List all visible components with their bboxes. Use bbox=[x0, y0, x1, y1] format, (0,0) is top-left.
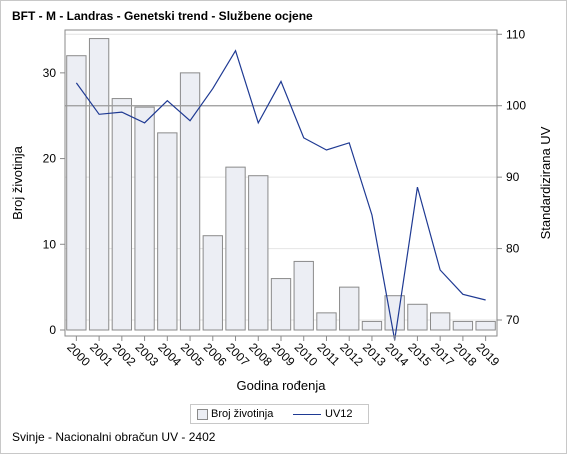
y-tick-label-0: 0 bbox=[49, 323, 56, 337]
bar-2008 bbox=[248, 175, 269, 331]
y2-tick-label-90: 90 bbox=[506, 170, 520, 184]
bar-2013 bbox=[361, 320, 383, 331]
x-tick-label-2004: 2004 bbox=[155, 340, 184, 369]
y2-tick-label-100: 100 bbox=[506, 99, 526, 113]
x-tick-label-2014: 2014 bbox=[383, 340, 412, 369]
bar-2018 bbox=[452, 320, 474, 331]
legend-bar-label: Broj životinja bbox=[211, 408, 274, 420]
bar-2004 bbox=[157, 132, 178, 331]
bar-2015 bbox=[407, 303, 428, 331]
x-tick-label-2007: 2007 bbox=[223, 340, 252, 369]
y-axis-label: Broj životinja bbox=[10, 145, 25, 219]
y2-axis-label: Standardizirana UV bbox=[538, 126, 553, 239]
x-tick-label-2006: 2006 bbox=[201, 340, 230, 369]
x-tick-label-2012: 2012 bbox=[337, 340, 366, 369]
legend-bar-swatch bbox=[197, 409, 208, 420]
bar-2019 bbox=[475, 320, 496, 331]
x-axis-ticks: 2000200120022003200420052006200720082009… bbox=[64, 336, 503, 369]
bar-2000 bbox=[66, 55, 87, 331]
x-tick-label-2001: 2001 bbox=[87, 340, 116, 369]
x-tick-label-2018: 2018 bbox=[451, 340, 480, 369]
bar-2005 bbox=[179, 72, 201, 331]
x-tick-label-2000: 2000 bbox=[64, 340, 93, 369]
y2-tick-label-80: 80 bbox=[506, 242, 520, 256]
x-tick-label-2019: 2019 bbox=[474, 340, 503, 369]
right-axis-ticks: 70 80 90 100 110 bbox=[497, 27, 526, 327]
line-series bbox=[75, 49, 486, 341]
x-tick-label-2009: 2009 bbox=[269, 340, 298, 369]
bar-2009 bbox=[270, 278, 292, 331]
x-tick-label-2008: 2008 bbox=[246, 340, 275, 369]
bar-2011 bbox=[316, 312, 337, 331]
legend: Broj životinja UV12 bbox=[190, 404, 369, 424]
y-tick-label-10: 10 bbox=[43, 237, 57, 251]
x-tick-label-2005: 2005 bbox=[178, 340, 207, 369]
x-tick-label-2011: 2011 bbox=[314, 340, 342, 368]
y-tick-label-30: 30 bbox=[43, 66, 57, 80]
bar-2001 bbox=[88, 38, 110, 331]
bar-series bbox=[66, 38, 496, 331]
legend-line-swatch bbox=[293, 414, 321, 415]
bar-2006 bbox=[202, 235, 223, 331]
x-tick-label-2010: 2010 bbox=[292, 340, 321, 369]
x-tick-label-2003: 2003 bbox=[132, 340, 161, 369]
chart-title: BFT - M - Landras - Genetski trend - Slu… bbox=[12, 9, 313, 23]
left-axis-ticks: 0 10 20 30 bbox=[43, 66, 65, 337]
bar-2007 bbox=[225, 166, 246, 331]
bar-2003 bbox=[134, 106, 155, 331]
footer-note: Svinje - Nacionalni obračun UV - 2402 bbox=[12, 430, 216, 444]
x-tick-label-2017: 2017 bbox=[428, 340, 457, 369]
x-axis-label: Godina rođenja bbox=[237, 378, 327, 393]
bar-2012 bbox=[339, 286, 360, 331]
y-tick-label-20: 20 bbox=[43, 152, 57, 166]
y2-tick-label-110: 110 bbox=[506, 27, 525, 41]
bar-2017 bbox=[429, 312, 451, 331]
y2-tick-label-70: 70 bbox=[506, 313, 520, 327]
x-tick-label-2013: 2013 bbox=[360, 340, 389, 369]
legend-line-label: UV12 bbox=[325, 408, 353, 420]
bar-2002 bbox=[111, 98, 133, 331]
bar-2010 bbox=[293, 260, 314, 331]
x-tick-label-2002: 2002 bbox=[110, 340, 139, 369]
x-tick-label-2015: 2015 bbox=[405, 340, 434, 369]
